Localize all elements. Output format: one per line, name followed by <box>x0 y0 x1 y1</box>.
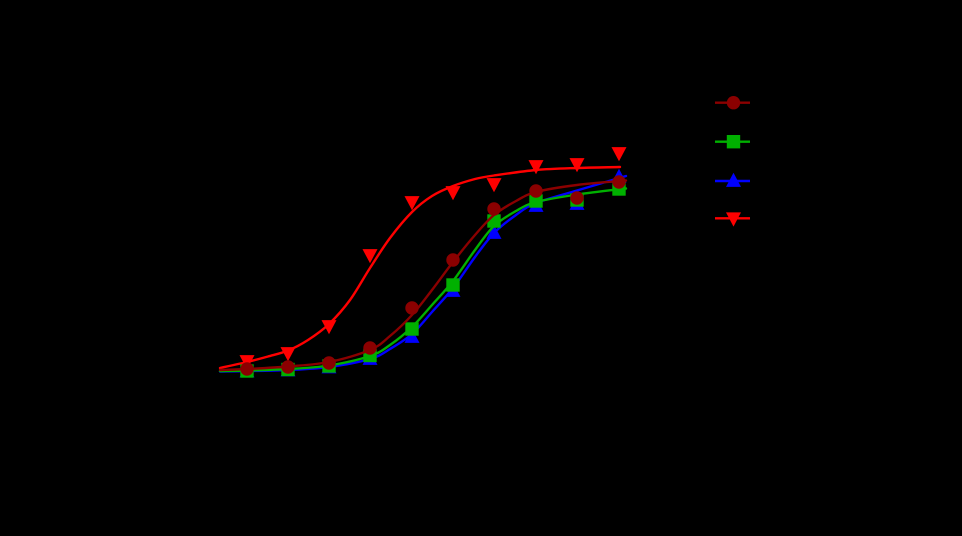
series-square-green-point-5 <box>405 322 419 336</box>
series-circle-darkred-point-7 <box>487 202 501 216</box>
series-triangle-down-red-fit-curve <box>218 165 622 370</box>
series-circle-darkred-point-10 <box>612 175 626 189</box>
series-triangle-down-red-point-10 <box>611 147 627 162</box>
series-square-green-fit-curve <box>218 187 628 373</box>
series-circle-darkred-point-3 <box>322 356 336 370</box>
series-circle-darkred-point-4 <box>363 341 377 355</box>
series-triangle-up-blue-point-7 <box>486 224 502 239</box>
series-triangle-down-red-point-4 <box>362 249 378 264</box>
legend-item-series-triangle-up-blue <box>715 172 750 187</box>
series-triangle-down-red-point-6 <box>445 186 461 201</box>
series-circle-darkred-point-9 <box>570 191 584 205</box>
legend-marker-series-square-green <box>726 135 741 149</box>
series-triangle-down-red-point-2 <box>280 347 296 362</box>
series-circle-darkred-fit-curve <box>218 179 628 372</box>
series-circle-darkred-point-5 <box>405 301 419 315</box>
series-circle-darkred-point-1 <box>240 362 254 376</box>
series-circle-darkred-point-2 <box>281 360 295 374</box>
series-triangle-down-red-point-3 <box>321 320 337 335</box>
legend-marker-series-triangle-up-blue <box>725 172 742 187</box>
legend-item-series-circle-darkred <box>715 96 750 110</box>
series-triangle-down-red-point-5 <box>404 196 420 211</box>
series-triangle-up-blue-point-5 <box>404 328 420 343</box>
legend-item-series-square-green <box>715 135 750 149</box>
series-triangle-down-red <box>218 147 627 370</box>
series-triangle-down-red-point-9 <box>569 158 585 173</box>
legend-item-series-triangle-down-red <box>715 212 750 227</box>
series-square-green-point-8 <box>529 194 543 208</box>
series-circle-darkred-point-6 <box>446 253 460 267</box>
series-triangle-down-red-point-1 <box>239 355 255 370</box>
legend-marker-series-triangle-down-red <box>725 212 742 227</box>
legend <box>715 96 750 227</box>
series-circle-darkred-point-8 <box>529 184 543 198</box>
legend-marker-series-circle-darkred <box>726 96 741 110</box>
series-circle-darkred <box>218 175 628 376</box>
series-square-green-point-6 <box>446 278 460 292</box>
series-triangle-down-red-point-7 <box>486 178 502 193</box>
series-triangle-down-red-point-8 <box>528 160 544 175</box>
